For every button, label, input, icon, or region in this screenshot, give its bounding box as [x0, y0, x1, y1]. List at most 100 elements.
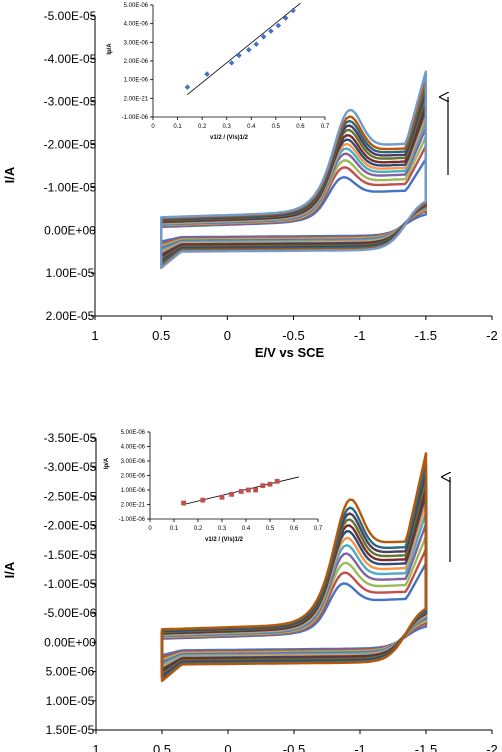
inset-x-axis-title: v1/2 / (V/s)1/2 — [210, 135, 249, 141]
inset-y-tick-label: 4.00E-06 — [124, 22, 149, 28]
inset-x-tick-label: 0.7 — [314, 526, 323, 532]
inset-x-tick-label: 0.4 — [242, 526, 251, 532]
x-tick-label: 1 — [91, 328, 98, 343]
inset-data-point — [181, 500, 186, 506]
y-tick-label: 0.00E+00 — [44, 635, 96, 649]
cv-curve-series — [160, 534, 428, 662]
y-tick-label: -2.00E-05 — [44, 138, 97, 152]
inset-data-point — [282, 15, 289, 21]
inset-background — [110, 428, 324, 547]
x-tick-label: -0.5 — [282, 328, 304, 343]
inset-y-tick-label: 3.00E-06 — [124, 40, 149, 46]
inset-data-point — [253, 41, 259, 47]
inset-x-tick-label: 0 — [148, 526, 152, 532]
inset-plot: 5.00E-06 4.00E-06 3.00E-06 2.00E-06 1.00E-06… — [107, 1, 331, 145]
y-axis-title: I/A — [2, 561, 17, 578]
inset-x-tick-label: 0.3 — [223, 124, 232, 130]
y-tick-label: 0.00E+00 — [44, 223, 96, 237]
inset-x-tick-label: 0.7 — [321, 124, 330, 130]
inset-data-point — [246, 487, 251, 493]
y-axis-title: I/A — [2, 166, 17, 183]
cv-curves — [160, 70, 427, 270]
inset-background — [113, 1, 331, 145]
x-tick-label: 0 — [224, 742, 231, 752]
inset-y-tick-label: 2.00E-21 — [124, 96, 149, 102]
cv-curve-series — [160, 452, 428, 683]
y-tick-label: 1.00E-05 — [46, 266, 95, 280]
x-tick-label: -0.5 — [283, 742, 305, 752]
y-tick-label: -2.00E-05 — [44, 519, 97, 533]
x-tick-label: -1 — [354, 742, 366, 752]
x-tick-label: 0.5 — [153, 742, 171, 752]
x-tick-label: -2 — [486, 742, 498, 752]
inset-x-tick-label: 0.3 — [218, 526, 227, 532]
inset-y-axis-title: Ip/A — [107, 43, 113, 55]
inset-data-point — [260, 33, 267, 40]
inset-y-axis-title: Ip/A — [104, 457, 110, 469]
inset-y-tick-label: 2.00E-06 — [124, 59, 149, 65]
inset-y-tick-label: 1.00E-06 — [124, 78, 149, 84]
cv-curve-series — [160, 126, 427, 250]
inset-x-tick-label: 0.2 — [194, 526, 203, 532]
inset-data-point — [267, 481, 273, 487]
inset-data-point — [236, 52, 242, 59]
inset-x-tick-label: 0.5 — [272, 124, 281, 130]
x-tick-label: -1.5 — [415, 742, 437, 752]
inset-x-tick-label: 0.6 — [290, 526, 299, 532]
inset-data-point — [290, 7, 296, 14]
inset-x-tick-label: 0.5 — [266, 526, 275, 532]
inset-data-point — [228, 60, 235, 66]
inset-fit-line — [187, 2, 301, 95]
inset-x-axis-title: v1/2 / (V/s)1/2 — [205, 537, 244, 543]
inset-data-point — [246, 47, 252, 53]
inset-x-tick-label: 0.6 — [296, 124, 305, 130]
inset-data-point — [204, 71, 210, 77]
y-tick-label: -3.00E-05 — [44, 460, 97, 474]
x-tick-label: 0.5 — [152, 328, 170, 343]
inset-y-tick-label: 4.00E-06 — [121, 445, 146, 451]
y-tick-label: 1.00E-05 — [46, 694, 95, 708]
cv-curve-series — [160, 70, 427, 270]
inset-data-point — [253, 487, 258, 493]
inset-y-tick-label: -1.00E-06 — [119, 517, 146, 523]
inset-x-tick-label: 0.2 — [198, 124, 207, 130]
x-axis-title: E/V vs SCE — [255, 345, 325, 360]
inset-y-tick-label: 2.00E-06 — [121, 474, 146, 480]
cv-curves — [160, 452, 428, 683]
bottom-cv-chart: -3.50E-05 -3.00E-05 -2.50E-05 -2.00E-05 -1.5… — [2, 428, 498, 752]
y-tick-label: -1.00E-05 — [44, 577, 97, 591]
inset-data-point — [219, 494, 225, 500]
inset-data-point — [200, 497, 206, 503]
inset-y-tick-label: 5.00E-06 — [124, 3, 149, 9]
inset-data-point — [275, 22, 282, 29]
cv-curve-series — [160, 562, 428, 657]
top-cv-chart: -5.00E-05 -4.00E-05 -3.00E-05 -2.00E-05 -1.0… — [2, 1, 498, 360]
inset-y-tick-label: 5.00E-06 — [121, 430, 146, 436]
inset-x-tick-label: 0.1 — [173, 124, 182, 130]
y-tick-label: 5.00E-06 — [46, 665, 95, 679]
inset-data-point — [268, 28, 274, 34]
x-tick-label: -2 — [486, 328, 498, 343]
cv-curve-series — [160, 144, 427, 245]
y-tick-label: 2.00E-05 — [46, 309, 95, 323]
inset-data-point — [274, 478, 280, 484]
inset-data-point — [184, 84, 191, 90]
inset-data-point — [238, 489, 244, 494]
x-tick-label: 0 — [224, 328, 231, 343]
inset-x-tick-label: 0.1 — [170, 526, 179, 532]
y-tick-label: -3.50E-05 — [44, 431, 97, 445]
y-tick-label: -5.00E-06 — [44, 606, 97, 620]
inset-data-point — [229, 491, 234, 497]
inset-data-point — [260, 483, 266, 489]
x-tick-label: 1 — [92, 742, 99, 752]
x-tick-label: -1.5 — [415, 328, 437, 343]
x-tick-label: -1 — [354, 328, 366, 343]
y-tick-label: -2.50E-05 — [44, 489, 97, 503]
inset-y-tick-label: 1.00E-06 — [121, 488, 146, 494]
y-tick-label: -3.00E-05 — [44, 95, 97, 109]
inset-y-tick-label: 3.00E-06 — [121, 459, 146, 465]
y-tick-label: -5.00E-05 — [44, 9, 97, 23]
y-tick-label: 1.50E-05 — [46, 723, 95, 737]
y-tick-label: -1.00E-05 — [44, 180, 97, 194]
inset-x-tick-label: 0.4 — [247, 124, 256, 130]
